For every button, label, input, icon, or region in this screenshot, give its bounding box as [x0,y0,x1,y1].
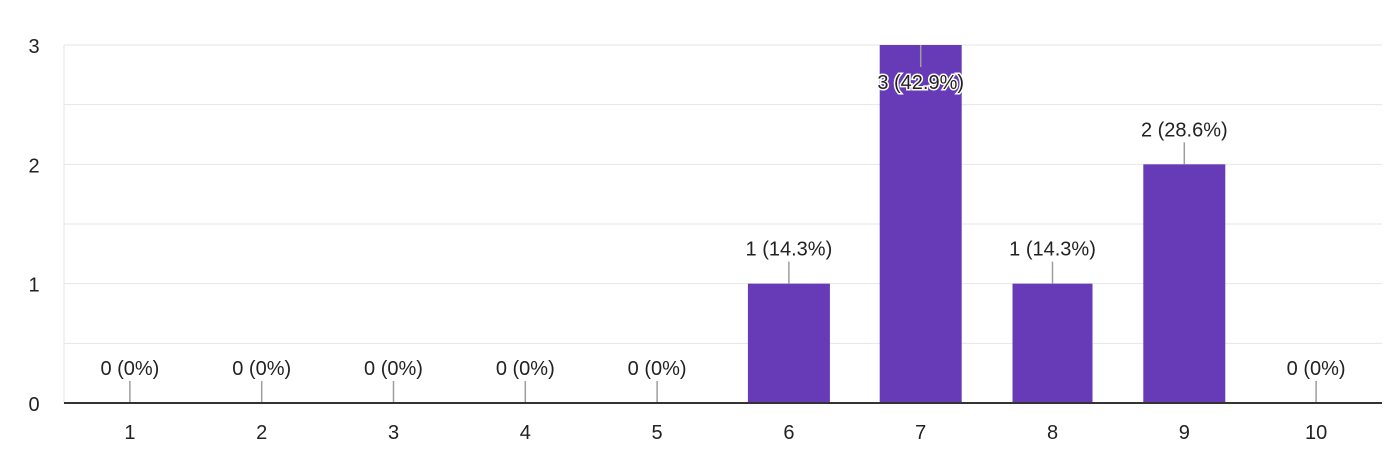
bars [747,45,1226,403]
label-leaders [129,45,1317,403]
bar [879,45,962,403]
x-tick-label: 9 [1179,422,1190,444]
data-label: 0 (0%) [496,358,555,380]
bar [1143,164,1226,403]
x-axis-ticks: 1 2 3 4 5 6 7 8 9 10 [124,422,1327,444]
data-label: 3 (42.9%) [877,72,964,94]
x-tick-label: 6 [783,422,794,444]
bar [1012,283,1093,403]
data-labels: 0 (0%) 0 (0%) 0 (0%) 0 (0%) 0 (0%) 1 (14.3%) 3… [100,71,1346,381]
x-tick-label: 1 [124,422,135,444]
data-label: 1 (14.3%) [746,239,833,261]
data-label: 0 (0%) [1287,358,1346,380]
y-axis-ticks: 0 1 2 3 [28,36,39,416]
x-tick-label: 3 [388,422,399,444]
data-label: 1 (14.3%) [1009,239,1096,261]
data-label: 0 (0%) [364,358,423,380]
x-tick-label: 2 [256,422,267,444]
bar [747,283,830,403]
data-label: 0 (0%) [232,358,291,380]
data-label: 2 (28.6%) [1141,119,1228,141]
data-label: 0 (0%) [628,358,687,380]
data-label: 0 (0%) [100,358,159,380]
y-tick-label: 2 [28,155,39,177]
x-tick-label: 8 [1047,422,1058,444]
x-tick-label: 10 [1305,422,1327,444]
x-tick-label: 4 [520,422,531,444]
y-tick-label: 3 [28,36,39,58]
x-tick-label: 5 [652,422,663,444]
y-tick-label: 1 [28,275,39,297]
y-tick-label: 0 [28,394,39,416]
x-tick-label: 7 [915,422,926,444]
